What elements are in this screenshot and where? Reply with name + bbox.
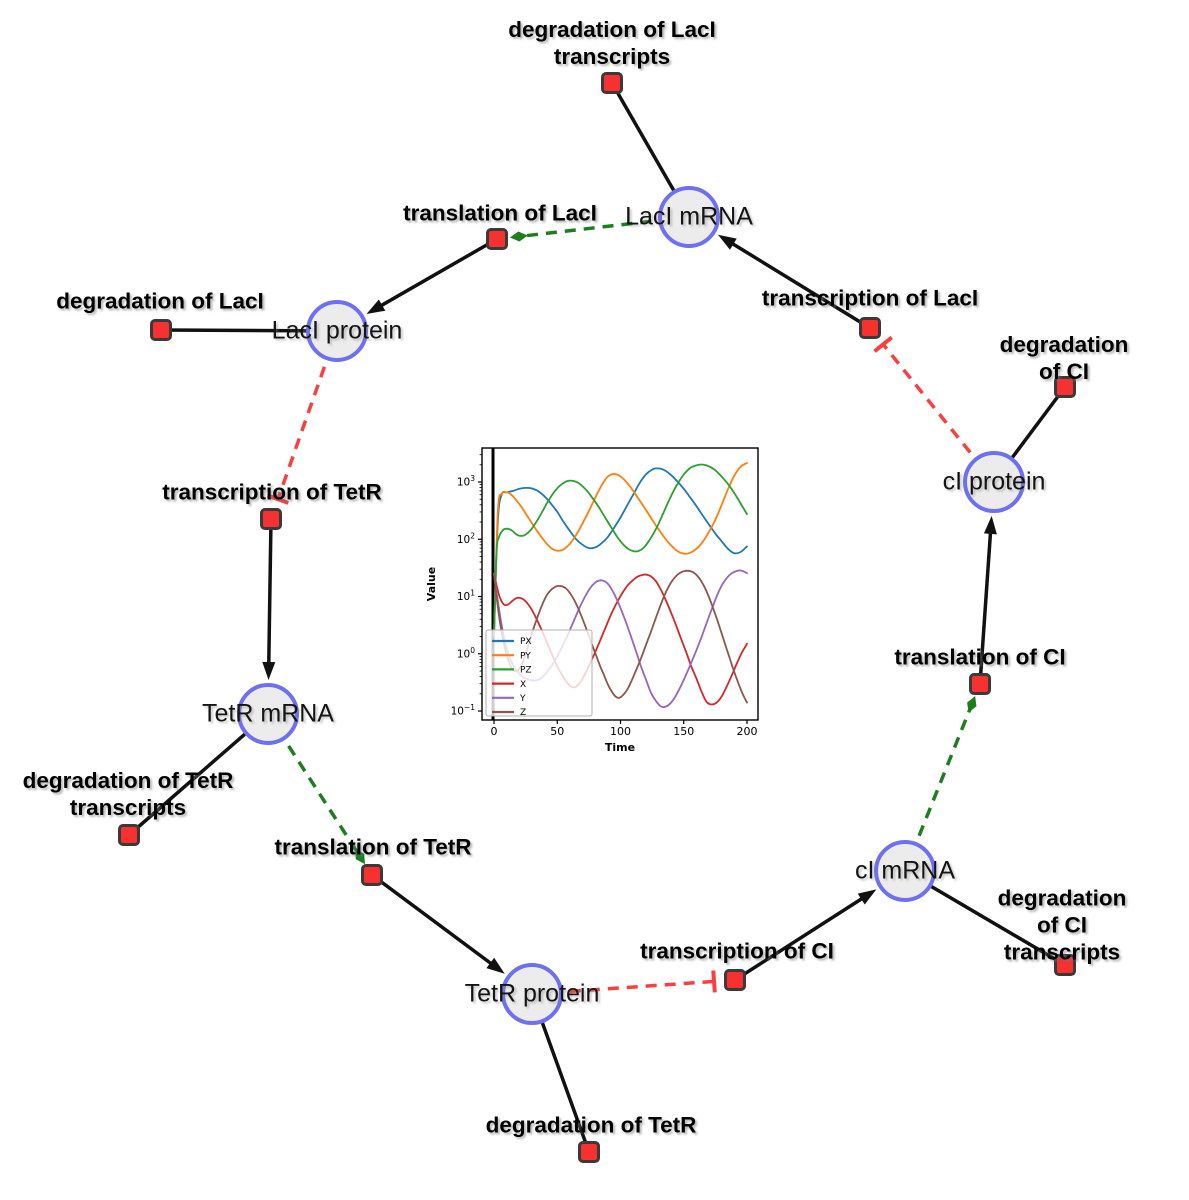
legend-label-Z: Z [520,708,526,718]
edge-tetr-protein-tc-ci [531,979,715,996]
reaction-node-deg-laci-tx[interactable] [601,72,623,94]
edge-tc-laci-laci-mrna [725,238,871,330]
reaction-node-tl-laci[interactable] [486,228,508,250]
species-node-laci-protein[interactable] [306,300,368,362]
species-node-laci-mrna[interactable] [658,186,720,248]
reaction-node-tl-tetr[interactable] [361,864,383,886]
edge-tl-tetr-tetr-protein [370,873,498,970]
x-tick-label: 150 [673,725,694,738]
y-tick-label: 103 [457,474,475,489]
chart-legend: PX PY PZ XYZ [485,629,593,718]
species-node-tetr-protein[interactable] [501,963,563,1025]
edge-tl-laci-laci-protein [374,237,498,311]
edge-tl-ci-ci-protein-arrowhead [983,515,997,535]
species-node-ci-protein[interactable] [963,451,1025,513]
legend-label-Y: Y [519,694,526,704]
legend-box [485,629,593,717]
legend-label-PZ: PZ [520,666,532,676]
edge-tl-ci-ci-protein [978,525,993,685]
x-tick-label: 200 [736,725,757,738]
y-axis-label: Value [425,567,438,601]
x-tick-label: 0 [491,725,498,738]
reaction-node-deg-ci-tx[interactable] [1054,954,1076,976]
x-axis-label: Time [605,741,635,754]
y-tick-label: 100 [457,646,475,661]
edge-tc-tetr-tetr-mrna [266,518,273,671]
edge-tetr-protein-tc-ci-tbar-head [711,970,717,993]
species-node-tetr-mrna[interactable] [237,683,299,745]
reaction-node-tc-laci[interactable] [859,317,881,339]
edge-tetr-mrna-tl-tetr-diamond-head [355,848,365,865]
reaction-node-deg-tetr-tx[interactable] [118,824,140,846]
reaction-node-deg-ci[interactable] [1054,376,1076,398]
series-PX [493,467,748,638]
reaction-node-deg-laci[interactable] [150,319,172,341]
legend-label-PX: PX [520,637,532,647]
legend-label-PY: PY [520,651,531,661]
reaction-node-tl-ci[interactable] [969,673,991,695]
y-tick-label: 10−1 [451,703,476,718]
reaction-node-deg-tetr[interactable] [578,1141,600,1163]
x-tick-label: 100 [610,725,631,738]
y-tick-label: 102 [457,531,475,546]
reaction-node-tc-tetr[interactable] [260,508,282,530]
legend-label-X: X [520,680,526,690]
edge-tc-tetr-tetr-mrna-arrowhead [262,661,276,681]
species-node-ci-mrna[interactable] [874,840,936,902]
series-PZ [493,463,748,638]
series-PY [493,462,748,638]
x-tick-label: 50 [550,725,564,738]
inset-chart: 0 50 100 150 20010−1100101102103TimeValuePXP… [425,447,759,754]
edge-tc-ci-ci-mrna [734,893,869,982]
reaction-node-tc-ci[interactable] [724,969,746,991]
series-X [493,572,748,706]
y-tick-label: 101 [457,589,475,604]
